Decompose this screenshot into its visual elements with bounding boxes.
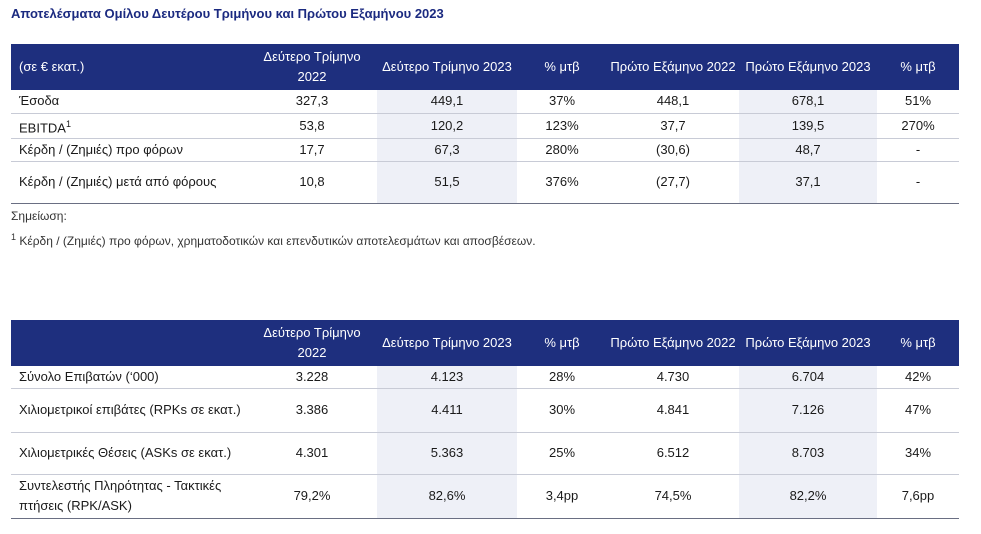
footnote: 1 Κέρδη / (Ζημιές) προ φόρων, χρηματοδοτ…: [11, 232, 536, 248]
traffic-statistics-table: Δεύτερο Τρίμηνο 2022 Δεύτερο Τρίμηνο 202…: [11, 320, 959, 519]
column-header: % μτβ: [877, 320, 959, 366]
table-cell: 34%: [877, 432, 959, 475]
column-header: Δεύτερο Τρίμηνο 2023: [377, 320, 517, 366]
column-header: Δεύτερο Τρίμηνο 2022: [247, 44, 377, 90]
column-header: [11, 320, 247, 366]
table-row: Σύνολο Επιβατών (‘000) 3.228 4.123 28% 4…: [11, 366, 959, 389]
table-cell: 48,7: [739, 138, 877, 162]
page-title: Αποτελέσματα Ομίλου Δευτέρου Τριμήνου κα…: [11, 6, 444, 21]
column-header: Δεύτερο Τρίμηνο 2023: [377, 44, 517, 90]
column-header: % μτβ: [517, 320, 607, 366]
table-cell: 51%: [877, 90, 959, 114]
table-cell: 82,6%: [377, 474, 517, 519]
table-cell: 327,3: [247, 90, 377, 114]
table-cell: 139,5: [739, 113, 877, 139]
row-label: Κέρδη / (Ζημιές) μετά από φόρους: [11, 161, 247, 204]
table-cell: 123%: [517, 113, 607, 139]
table-cell: 25%: [517, 432, 607, 475]
table-cell: (30,6): [607, 138, 739, 162]
table-cell: 120,2: [377, 113, 517, 139]
table-cell: -: [877, 138, 959, 162]
table-cell: (27,7): [607, 161, 739, 204]
footnote-text: Κέρδη / (Ζημιές) προ φόρων, χρηματοδοτικ…: [19, 234, 536, 248]
table-cell: 4.301: [247, 432, 377, 475]
footnote-marker: 1: [65, 118, 71, 129]
column-header: Πρώτο Εξάμηνο 2023: [739, 44, 877, 90]
table-cell: 79,2%: [247, 474, 377, 519]
table-cell: 42%: [877, 366, 959, 389]
row-label: Χιλιομετρικοί επιβάτες (RPKs σε εκατ.): [11, 388, 247, 433]
table-header-row: Δεύτερο Τρίμηνο 2022 Δεύτερο Τρίμηνο 202…: [11, 320, 959, 366]
column-header: % μτβ: [877, 44, 959, 90]
column-header: Δεύτερο Τρίμηνο 2022: [247, 320, 377, 366]
table-row: Κέρδη / (Ζημιές) προ φόρων 17,7 67,3 280…: [11, 138, 959, 162]
note-label: Σημείωση:: [11, 209, 67, 223]
table-cell: 47%: [877, 388, 959, 433]
row-label: EBITDA1: [11, 113, 247, 139]
column-header: Πρώτο Εξάμηνο 2022: [607, 44, 739, 90]
table-row: Κέρδη / (Ζημιές) μετά από φόρους 10,8 51…: [11, 161, 959, 204]
table-cell: 4.841: [607, 388, 739, 433]
table-cell: 82,2%: [739, 474, 877, 519]
table-cell: 51,5: [377, 161, 517, 204]
table-cell: 4.730: [607, 366, 739, 389]
table-cell: 3.386: [247, 388, 377, 433]
table-cell: 37,1: [739, 161, 877, 204]
column-header: % μτβ: [517, 44, 607, 90]
table-cell: 30%: [517, 388, 607, 433]
table-cell: 6.512: [607, 432, 739, 475]
table-cell: 678,1: [739, 90, 877, 114]
table-row: Συντελεστής Πληρότητας - Τακτικές πτήσει…: [11, 474, 959, 519]
column-header: (σε € εκατ.): [11, 44, 247, 90]
table-row: Έσοδα 327,3 449,1 37% 448,1 678,1 51%: [11, 90, 959, 114]
table-cell: 28%: [517, 366, 607, 389]
column-header: Πρώτο Εξάμηνο 2022: [607, 320, 739, 366]
table-cell: 17,7: [247, 138, 377, 162]
table-cell: 448,1: [607, 90, 739, 114]
table-cell: 53,8: [247, 113, 377, 139]
row-label: Σύνολο Επιβατών (‘000): [11, 366, 247, 389]
table-cell: 3,4pp: [517, 474, 607, 519]
column-header: Πρώτο Εξάμηνο 2023: [739, 320, 877, 366]
table-row: EBITDA1 53,8 120,2 123% 37,7 139,5 270%: [11, 113, 959, 139]
table-cell: 67,3: [377, 138, 517, 162]
table-cell: 37,7: [607, 113, 739, 139]
table-cell: 4.123: [377, 366, 517, 389]
table-cell: 5.363: [377, 432, 517, 475]
table-cell: 7.126: [739, 388, 877, 433]
table-cell: 8.703: [739, 432, 877, 475]
row-label: Κέρδη / (Ζημιές) προ φόρων: [11, 138, 247, 162]
table-cell: 10,8: [247, 161, 377, 204]
table-cell: 3.228: [247, 366, 377, 389]
footnote-marker: 1: [11, 232, 17, 242]
table-cell: 280%: [517, 138, 607, 162]
table-cell: 449,1: [377, 90, 517, 114]
table-row: Χιλιομετρικοί επιβάτες (RPKs σε εκατ.) 3…: [11, 388, 959, 433]
table-cell: 74,5%: [607, 474, 739, 519]
table-header-row: (σε € εκατ.) Δεύτερο Τρίμηνο 2022 Δεύτερ…: [11, 44, 959, 90]
table-cell: -: [877, 161, 959, 204]
table-cell: 6.704: [739, 366, 877, 389]
table-cell: 376%: [517, 161, 607, 204]
row-label: Έσοδα: [11, 90, 247, 114]
table-cell: 4.411: [377, 388, 517, 433]
table-cell: 37%: [517, 90, 607, 114]
row-label-text: EBITDA: [19, 119, 66, 135]
financial-results-table: (σε € εκατ.) Δεύτερο Τρίμηνο 2022 Δεύτερ…: [11, 44, 959, 204]
row-label: Συντελεστής Πληρότητας - Τακτικές πτήσει…: [11, 474, 247, 519]
row-label: Χιλιομετρικές Θέσεις (ASKs σε εκατ.): [11, 432, 247, 475]
table-cell: 270%: [877, 113, 959, 139]
table-row: Χιλιομετρικές Θέσεις (ASKs σε εκατ.) 4.3…: [11, 432, 959, 475]
table-cell: 7,6pp: [877, 474, 959, 519]
